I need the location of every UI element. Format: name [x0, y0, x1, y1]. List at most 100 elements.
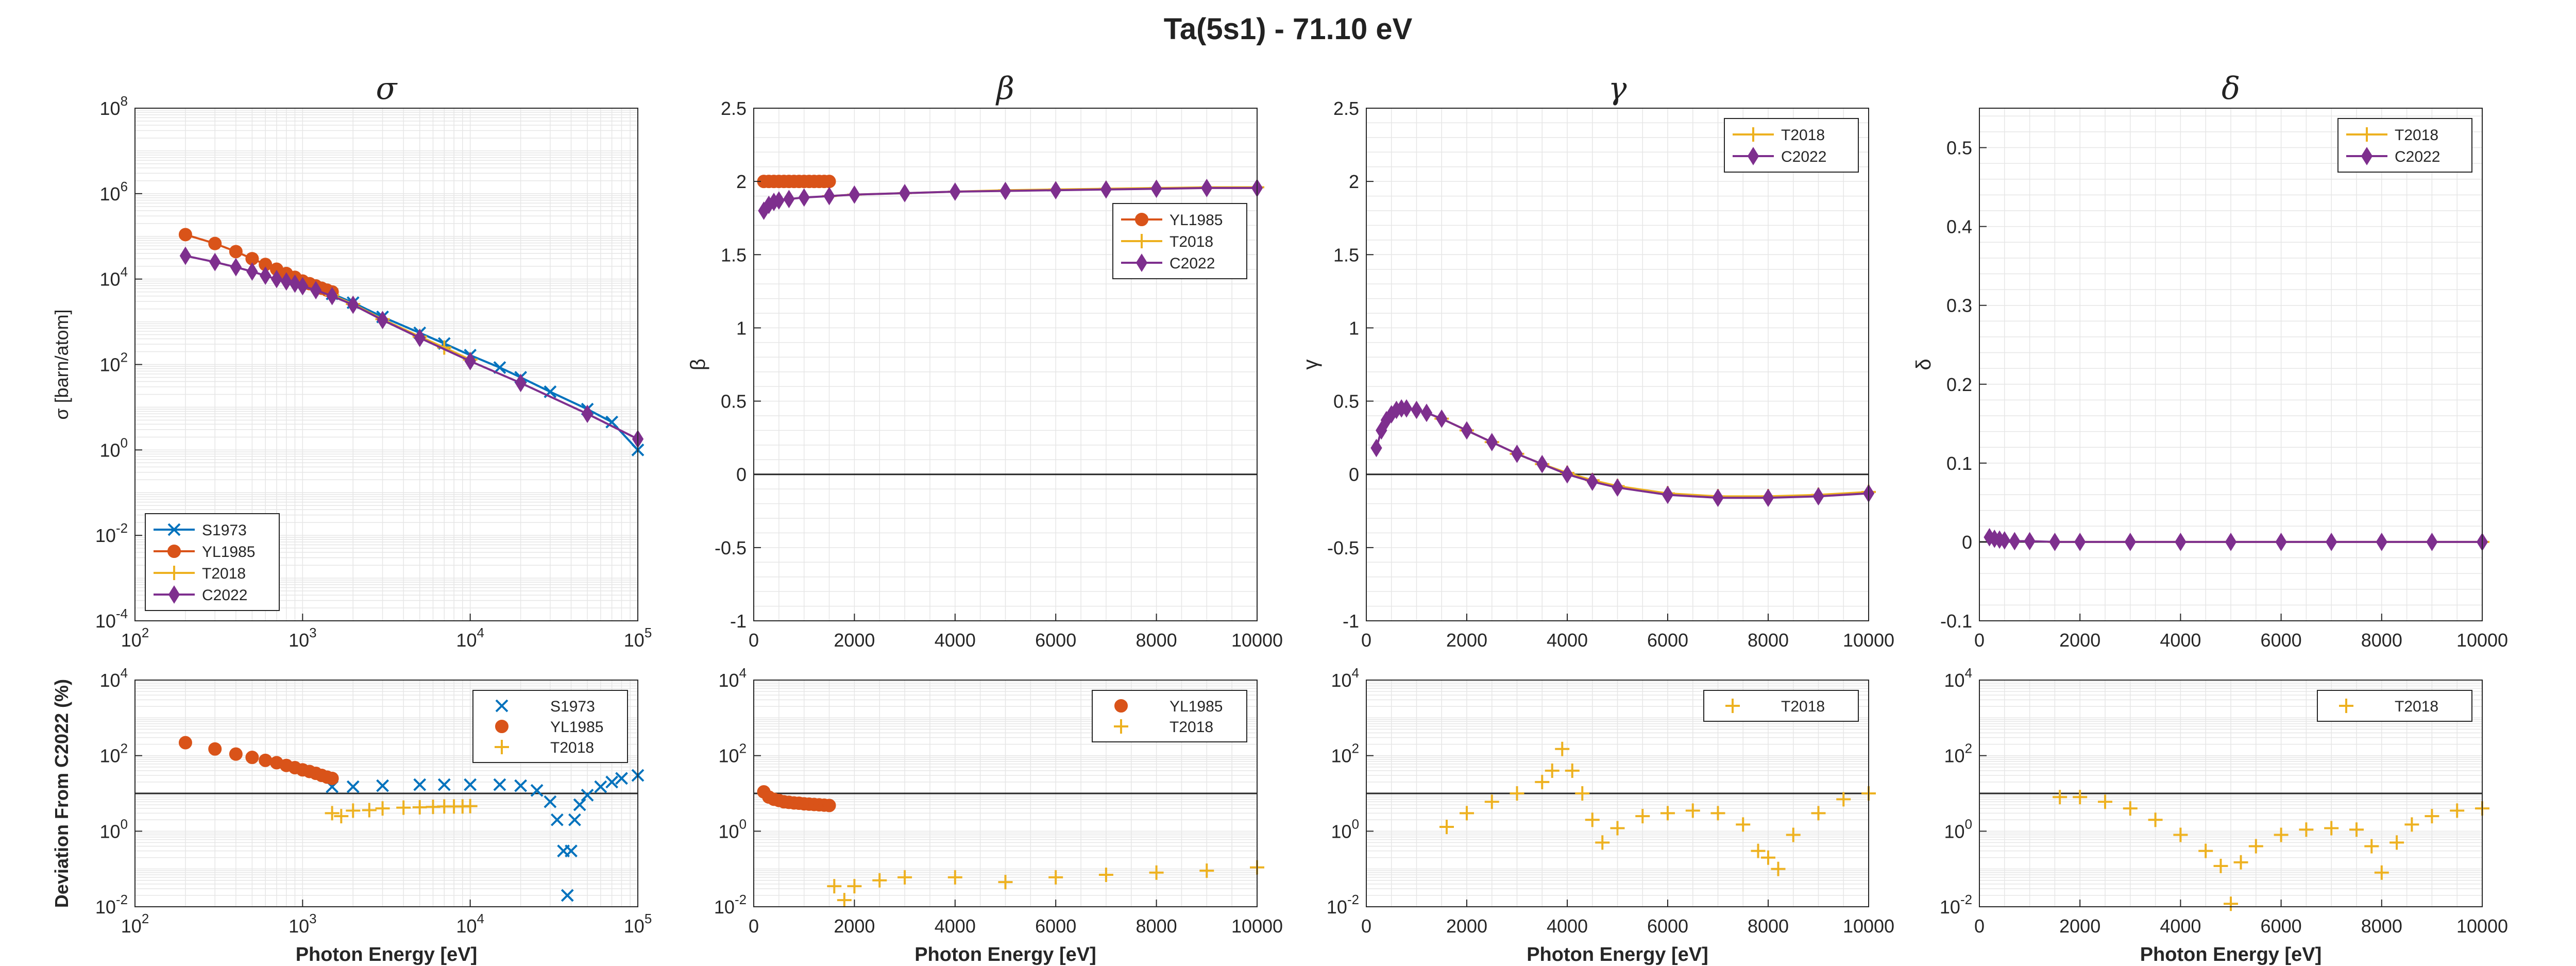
legend-item-T2018: T2018: [2339, 698, 2438, 715]
data-point-T2018: [1660, 806, 1675, 821]
legend-marker: [2361, 147, 2373, 165]
data-point-T2018: [1555, 741, 1570, 756]
x-tick-label: 10000: [1843, 916, 1894, 937]
data-point-T2018: [2274, 827, 2289, 842]
x-tick-label: 8000: [1136, 916, 1177, 937]
legend-label: C2022: [202, 587, 247, 604]
data-point-C2022: [2024, 532, 2036, 551]
data-point-T2018: [1585, 812, 1600, 827]
x-tick-label: 10000: [1231, 630, 1283, 651]
data-point-T2018: [1786, 827, 1801, 842]
legend-label: YL1985: [550, 719, 603, 736]
legend-label: S1973: [202, 522, 247, 539]
data-point-T2018: [2213, 858, 2228, 873]
x-tick-label: 8000: [2361, 916, 2402, 937]
legend-marker: [1114, 719, 1128, 734]
data-point-C2022: [2376, 533, 2387, 551]
data-point-T2018: [847, 879, 862, 894]
axes-box: [753, 108, 1258, 621]
data-point-C2022: [377, 311, 388, 330]
panel-gamma: 0 2000 4000 6000 8000 10000 -1 -0.5 0 0.5 1 1.5 2 2.5…: [1299, 71, 1894, 651]
x-axis-label: Photon Energy [eV]: [1527, 944, 1708, 965]
data-point-C2022: [823, 187, 835, 206]
y-axis-label: δ: [1912, 359, 1935, 370]
data-point-T2018: [2224, 896, 2238, 911]
legend-label: T2018: [1781, 698, 1825, 715]
data-point-T2018: [1439, 819, 1454, 834]
series-C2022: [1984, 528, 2488, 551]
axes-box: [1366, 108, 1869, 621]
series-T2018: [1439, 741, 1876, 876]
y-tick-label: 2.5: [721, 98, 747, 119]
data-point-C2022: [1612, 478, 1623, 497]
legend-marker: [1725, 699, 1740, 713]
legend-item-C2022: C2022: [154, 585, 247, 604]
y-tick-label: 10-2: [95, 521, 128, 546]
y-tick-label: 0.5: [1333, 391, 1359, 412]
y-tick-label: 10-2: [95, 893, 128, 918]
data-point-C2022: [1486, 433, 1498, 452]
data-point-S1973: [464, 778, 477, 791]
panel-title: δ: [2222, 71, 2240, 107]
x-tick-label: 0: [1361, 630, 1371, 651]
data-point-C2022: [280, 272, 292, 291]
data-point-S1973: [605, 415, 619, 429]
x-tick-label: 104: [456, 912, 484, 937]
x-tick-label: 10000: [1231, 916, 1283, 937]
data-point-C2022: [209, 252, 221, 272]
data-point-T2018: [2173, 827, 2188, 842]
data-point-T2018: [1048, 870, 1063, 885]
legend-box: [1724, 118, 1859, 173]
data-point-T2018: [1098, 868, 1113, 883]
y-tick-label: 0.1: [1946, 453, 1972, 474]
grid: [1366, 108, 1869, 621]
y-tick-label: 2: [736, 171, 747, 192]
x-tick-label: 0: [1974, 630, 1985, 651]
y-tick-label: 100: [719, 817, 747, 842]
data-point-C2022: [1050, 181, 1062, 200]
legend-item-T2018: T2018: [1114, 719, 1213, 736]
x-tick-label: 2000: [1446, 630, 1487, 651]
legend-label: T2018: [1170, 233, 1213, 250]
data-point-C2022: [2049, 533, 2061, 551]
x-tick-label: 103: [289, 912, 316, 937]
data-point-T2018: [947, 870, 962, 885]
y-tick-label: 104: [100, 265, 128, 290]
data-point-T2018: [1685, 803, 1700, 818]
legend-marker: [1135, 213, 1148, 226]
data-point-C2022: [2426, 533, 2438, 551]
legend-label: T2018: [2395, 698, 2438, 715]
legend: T2018: [2317, 690, 2472, 722]
data-point-S1973: [493, 778, 506, 791]
grid: [134, 108, 638, 621]
y-tick-label: 100: [100, 436, 128, 461]
x-tick-label: 0: [749, 916, 759, 937]
legend-marker: [1747, 147, 1759, 165]
y-tick-label: 1: [1349, 317, 1359, 338]
data-point-T2018: [1595, 835, 1610, 850]
y-tick-label: 102: [719, 742, 747, 767]
data-point-T2018: [1545, 763, 1560, 778]
y-tick-label: 2.5: [1333, 98, 1359, 119]
axes-box: [753, 680, 1258, 907]
data-point-T2018: [2148, 812, 2163, 827]
data-point-T2018: [1565, 763, 1580, 778]
data-point-T2018: [872, 873, 887, 888]
data-point-T2018: [2073, 790, 2088, 805]
x-tick-label: 4000: [1547, 916, 1588, 937]
series-C2022: [1370, 399, 1875, 507]
data-point-C2022: [1712, 488, 1724, 507]
data-point-S1973: [413, 778, 427, 791]
y-tick-label: 10-2: [1940, 893, 1972, 918]
y-tick-label: 0.5: [1946, 138, 1972, 159]
legend: T2018 C2022: [2337, 118, 2472, 173]
data-point-T2018: [2248, 839, 2263, 854]
y-tick-label: -0.5: [715, 537, 747, 558]
legend-label: T2018: [2395, 127, 2438, 144]
y-tick-label: 10-2: [1327, 893, 1359, 918]
data-point-S1973: [437, 778, 451, 791]
legend-item-T2018: T2018: [1725, 698, 1825, 715]
x-tick-label: 102: [121, 912, 149, 937]
series-T2018: [2053, 790, 2489, 911]
legend-box: [2337, 118, 2472, 173]
